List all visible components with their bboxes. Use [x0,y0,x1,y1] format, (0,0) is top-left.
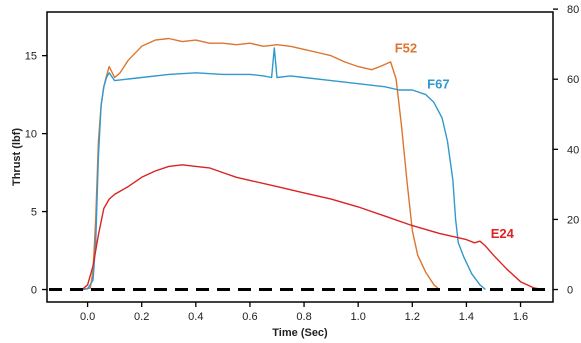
axis-layer: 0.0 0.2 0.4 0.6 0.8 1.0 1.2 1.4 1.6 0 5 10 15 0 20 40 60… [25,4,580,323]
y2-tick-label: 60 [567,74,579,86]
y2-tick-label: 20 [567,214,579,226]
series-line-e24 [81,164,543,291]
series-label-f52: F52 [395,41,417,56]
y-tick-label: 10 [25,129,37,141]
y-tick-label: 0 [31,285,37,297]
y-tick-label: 15 [25,51,37,63]
x-tick-label: 1.0 [351,311,366,323]
plot-frame [46,11,554,303]
y-tick-label: 5 [31,207,37,219]
y-axis-title: Thrust (lbf) [11,128,23,186]
x-tick-label: 0.6 [242,311,257,323]
x-tick-label: 0.0 [80,311,95,323]
x-tick-label: 0.2 [134,311,149,323]
y2-tick-label: 0 [567,285,573,297]
x-axis-title: Time (Sec) [272,327,328,339]
x-tick-label: 0.8 [296,311,311,323]
series-label-layer: F52 F67 E24 [395,41,515,242]
series-layer [81,37,543,291]
x-tick-label: 1.2 [405,311,420,323]
series-line-f67 [82,47,486,291]
y2-tick-label: 40 [567,144,579,156]
x-tick-label: 1.6 [513,311,528,323]
x-tick-label: 0.4 [188,311,203,323]
x-tick-label: 1.4 [459,311,474,323]
series-label-f67: F67 [427,76,449,91]
y2-tick-label: 80 [567,4,579,16]
series-label-e24: E24 [491,226,515,241]
